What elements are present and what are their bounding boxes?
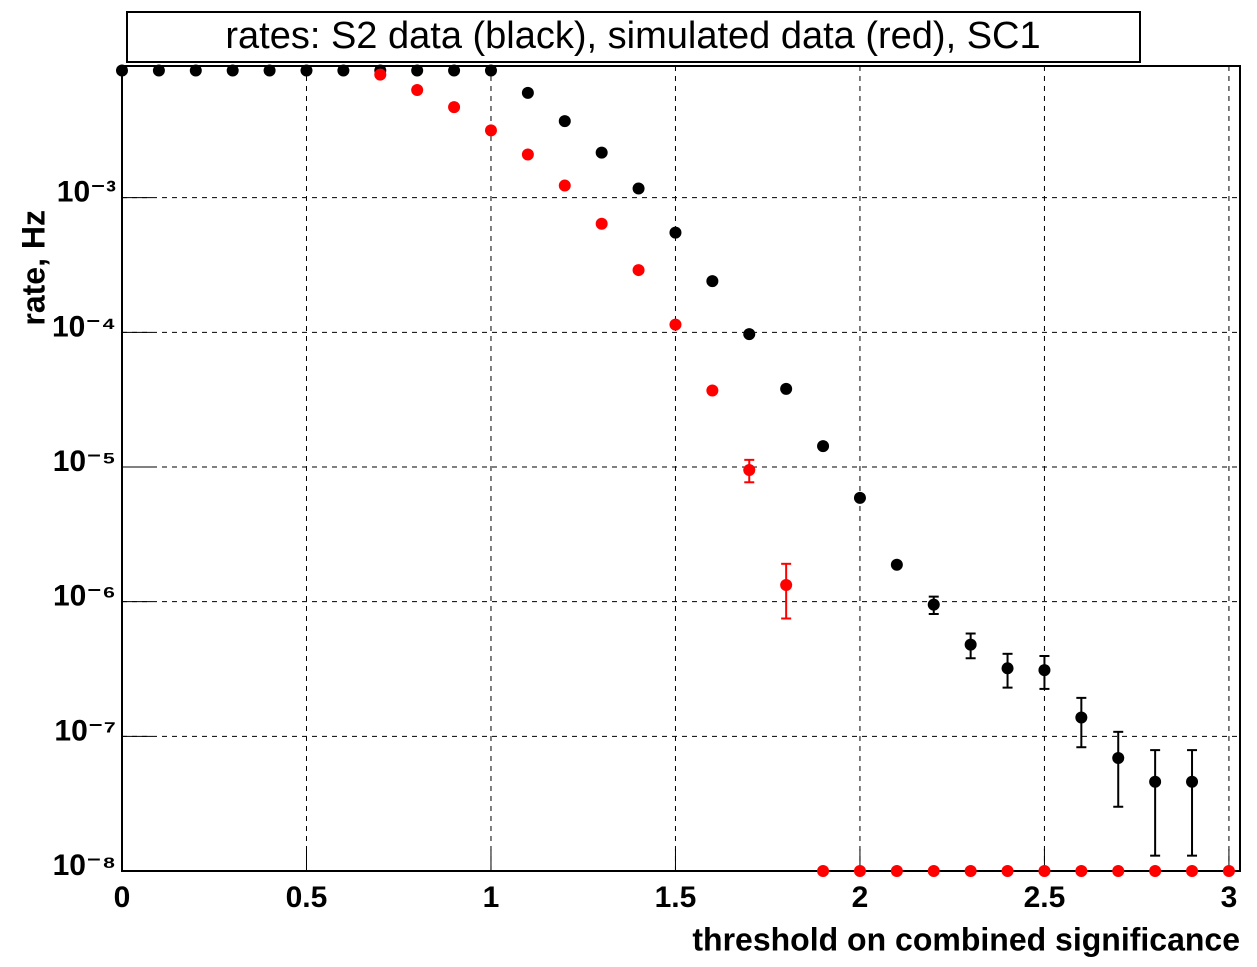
point: [853, 491, 866, 504]
chart-title: rates: S2 data (black), simulated data (…: [225, 15, 1040, 57]
x-axis-label: threshold on combined significance: [692, 921, 1240, 957]
x-tick-label: 2: [852, 881, 869, 914]
x-tick-label: 2.5: [1024, 881, 1066, 914]
point: [780, 578, 793, 591]
point: [484, 64, 497, 77]
point: [632, 182, 645, 195]
x-tick-label: 0: [114, 881, 131, 914]
point: [595, 146, 608, 159]
point: [1186, 775, 1199, 788]
point: [1001, 865, 1014, 877]
point: [337, 64, 350, 77]
point: [632, 264, 645, 277]
point: [521, 148, 534, 161]
point: [595, 217, 608, 230]
point: [1112, 752, 1125, 765]
point: [743, 328, 756, 341]
point: [411, 84, 424, 97]
point: [1149, 775, 1162, 788]
y-axis-label: rate, Hz: [15, 210, 51, 326]
point: [1112, 865, 1125, 877]
point: [448, 101, 461, 114]
x-tick-label: 0.5: [286, 881, 328, 914]
point: [706, 275, 719, 288]
point: [817, 865, 830, 877]
point: [411, 64, 424, 77]
y-tick-label: 10⁻⁵: [53, 445, 116, 478]
point: [1075, 865, 1088, 877]
point: [964, 638, 977, 651]
point: [484, 124, 497, 137]
point: [152, 64, 165, 77]
x-tick-label: 3: [1221, 881, 1238, 914]
point: [374, 68, 387, 81]
point: [817, 440, 830, 453]
y-tick-label: 10⁻³: [57, 176, 116, 209]
title-box: [126, 11, 1141, 63]
y-tick-label: 10⁻⁸: [53, 849, 116, 882]
point: [927, 865, 940, 877]
point: [1186, 865, 1199, 877]
point: [890, 865, 903, 877]
point: [853, 865, 866, 877]
point: [226, 64, 239, 77]
point: [1222, 865, 1235, 877]
plot-frame: [121, 65, 1241, 872]
point: [964, 865, 977, 877]
point: [263, 64, 276, 77]
point: [189, 64, 202, 77]
point: [1038, 865, 1051, 877]
y-tick-label: 10⁻⁶: [53, 580, 116, 613]
point: [300, 64, 313, 77]
x-tick-label: 1.5: [655, 881, 697, 914]
point: [448, 64, 461, 77]
point: [1038, 664, 1051, 677]
y-tick-label: 10⁻⁴: [52, 310, 116, 343]
point: [927, 598, 940, 611]
point: [669, 226, 682, 239]
point: [780, 382, 793, 395]
x-tick-label: 1: [483, 881, 500, 914]
point: [558, 179, 571, 192]
y-tick-label: 10⁻⁷: [54, 714, 116, 747]
point: [1001, 662, 1014, 675]
point: [521, 86, 534, 99]
point: [116, 64, 128, 77]
point: [1075, 711, 1088, 724]
point: [558, 115, 571, 128]
point: [1149, 865, 1162, 877]
point: [706, 384, 719, 397]
point: [743, 463, 756, 476]
point: [890, 558, 903, 571]
point: [669, 318, 682, 331]
